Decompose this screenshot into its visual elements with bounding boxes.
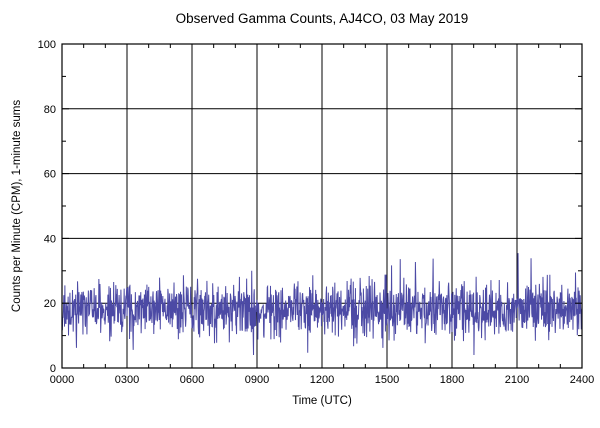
x-tick-label: 0000 bbox=[50, 374, 74, 386]
grid-layer bbox=[62, 44, 582, 368]
x-tick-label: 2400 bbox=[570, 374, 594, 386]
x-tick-label: 1800 bbox=[440, 374, 464, 386]
x-tick-label: 1200 bbox=[310, 374, 334, 386]
x-tick-label: 0900 bbox=[245, 374, 269, 386]
x-tick-label: 0300 bbox=[115, 374, 139, 386]
tick-label-layer: 0000 0300 0600 0900 1200 1500 1800 2100 2400 0 20 4… bbox=[38, 39, 595, 386]
x-tick-label: 1500 bbox=[375, 374, 399, 386]
axis-layer bbox=[61, 43, 583, 369]
y-axis-label: Counts per Minute (CPM), 1-minute sums bbox=[11, 100, 23, 312]
x-tick-label: 0600 bbox=[180, 374, 204, 386]
x-tick-label: 2100 bbox=[505, 374, 529, 386]
x-axis-label: Time (UTC) bbox=[292, 395, 352, 407]
chart-title: Observed Gamma Counts, AJ4CO, 03 May 201… bbox=[176, 11, 469, 26]
y-tick-label: 20 bbox=[44, 298, 56, 310]
y-tick-label: 100 bbox=[38, 39, 56, 51]
y-tick-label: 60 bbox=[44, 169, 56, 181]
y-tick-label: 80 bbox=[44, 104, 56, 116]
y-tick-label: 0 bbox=[50, 363, 56, 375]
y-tick-label: 40 bbox=[44, 233, 56, 245]
gamma-counts-series-line bbox=[61, 253, 583, 356]
data-layer bbox=[61, 253, 583, 356]
